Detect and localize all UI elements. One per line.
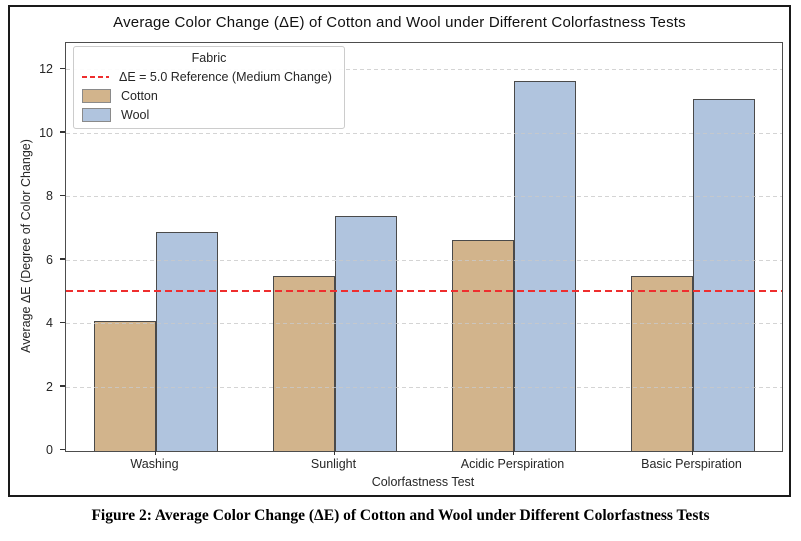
y-axis-ticks: 0 2 4 6 8 10 12 — [10, 42, 65, 457]
bar-group-washing — [66, 43, 245, 451]
bar-group-sunlight — [245, 43, 424, 451]
legend-title: Fabric — [191, 51, 227, 65]
legend-label-cotton: Cotton — [121, 89, 158, 103]
y-tick-label-4: 4 — [46, 316, 53, 330]
figure-frame: Average Color Change (ΔE) of Cotton and … — [8, 5, 791, 497]
x-tick-mark-4 — [691, 451, 693, 455]
legend-entry-cotton: Cotton — [82, 89, 336, 103]
y-tick-label-2: 2 — [46, 379, 53, 394]
bar-group-acidic-perspiration — [424, 43, 603, 451]
bar-wool-sunlight — [334, 216, 397, 451]
x-tick-label-acidic-perspiration: Acidic Perspiration — [460, 457, 565, 471]
y-tick-mark-2 — [60, 385, 65, 387]
y-tick-mark-8 — [60, 194, 65, 196]
y-tick-label-12: 12 — [39, 62, 53, 76]
y-tick-mark-0 — [60, 448, 65, 450]
legend: Fabric ΔE = 5.0 Reference (Medium Change… — [73, 46, 345, 129]
x-axis-ticks: Colorfastness Test Washing Sunlight Acidic… — [65, 451, 781, 493]
y-tick-label-6: 6 — [46, 252, 53, 267]
bar-cotton-acidic-perspiration — [451, 239, 514, 451]
cotton-swatch — [82, 89, 111, 103]
figure-caption: Figure 2: Average Color Change (ΔE) of C… — [91, 507, 710, 524]
wool-swatch — [82, 108, 111, 122]
x-tick-label-sunlight: Sunlight — [310, 457, 357, 471]
bar-wool-acidic-perspiration — [513, 81, 576, 451]
legend-label-wool: Wool — [121, 108, 150, 122]
y-tick-label-0: 0 — [46, 443, 53, 457]
y-tick-mark-10 — [60, 131, 65, 133]
bar-group-basic-perspiration — [603, 43, 782, 451]
y-tick-mark-12 — [60, 67, 65, 69]
bar-wool-washing — [155, 231, 218, 451]
x-tick-mark-3 — [512, 451, 514, 455]
legend-entry-wool: Wool — [82, 108, 336, 122]
plot-area: Fabric ΔE = 5.0 Reference (Medium Change… — [65, 42, 783, 452]
y-tick-mark-6 — [60, 258, 65, 260]
bar-groups — [66, 43, 782, 451]
x-tick-label-washing: Washing — [130, 457, 179, 471]
x-tick-mark-1 — [154, 451, 156, 455]
reference-dash-swatch — [82, 76, 109, 78]
x-tick-mark-2 — [333, 451, 335, 455]
bar-cotton-basic-perspiration — [630, 276, 693, 451]
x-axis-label: Colorfastness Test — [371, 475, 475, 489]
bar-cotton-washing — [93, 320, 156, 451]
bar-cotton-sunlight — [272, 276, 335, 451]
y-tick-mark-4 — [60, 321, 65, 323]
legend-label-reference: ΔE = 5.0 Reference (Medium Change) — [119, 70, 332, 84]
y-tick-label-8: 8 — [46, 189, 53, 203]
y-tick-label-10: 10 — [39, 125, 53, 140]
x-tick-label-basic-perspiration: Basic Perspiration — [641, 457, 742, 471]
bar-wool-basic-perspiration — [692, 98, 755, 451]
legend-entry-reference: ΔE = 5.0 Reference (Medium Change) — [82, 70, 336, 84]
chart-title: Average Color Change (ΔE) of Cotton and … — [113, 14, 686, 31]
